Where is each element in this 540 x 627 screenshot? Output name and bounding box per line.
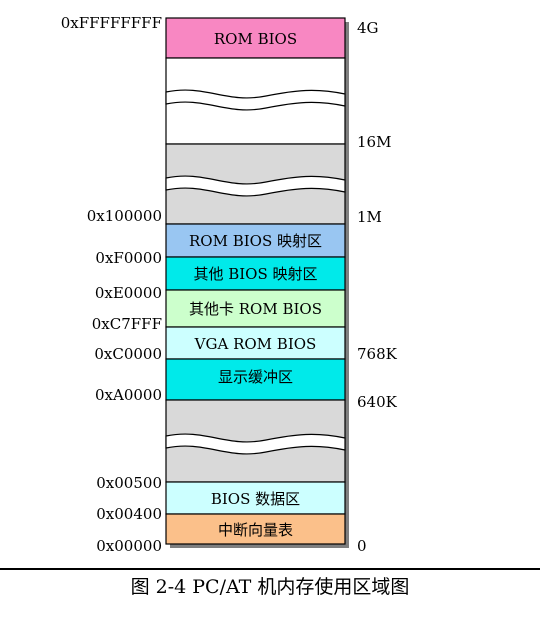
address-label-c7fff: 0xC7FFF (91, 315, 162, 333)
segment-label-interrupt-vector-table: 中断向量表 (218, 521, 293, 539)
address-label-a0000: 0xA0000 (94, 386, 162, 404)
segment-display-buffer (165, 358, 346, 401)
segment-label-vga-rom: VGA ROM BIOS (194, 335, 317, 353)
size-label-768k: 768K (357, 345, 397, 363)
size-label-4g: 4G (357, 19, 379, 37)
address-label-e0000: 0xE0000 (94, 284, 162, 302)
segment-label-display-buffer: 显示缓冲区 (218, 368, 293, 386)
break-mark-lower (165, 433, 346, 455)
address-label-00000: 0x00000 (96, 537, 162, 555)
segment-other-bios-map (165, 256, 346, 291)
size-label-1m: 1M (357, 208, 382, 226)
break-mark-middle (165, 175, 346, 197)
segment-label-bios-data: BIOS 数据区 (211, 490, 300, 508)
address-label-f0000: 0xF0000 (95, 249, 162, 267)
segment-label-other-card-rom: 其他卡 ROM BIOS (189, 300, 322, 318)
break-mark-upper (165, 89, 346, 111)
caption-divider (0, 568, 540, 570)
segment-interrupt-vector-table (165, 513, 346, 545)
figure-caption: 图 2-4 PC/AT 机内存使用区域图 (130, 576, 410, 598)
size-label-16m: 16M (357, 133, 392, 151)
address-label-top: 0xFFFFFFFF (60, 14, 162, 32)
segment-label-other-bios-map: 其他 BIOS 映射区 (193, 265, 317, 283)
address-label-100000: 0x100000 (86, 207, 162, 225)
segment-label-rom-bios-map: ROM BIOS 映射区 (189, 232, 322, 250)
address-label-c0000: 0xC0000 (94, 345, 162, 363)
size-label-0: 0 (357, 537, 367, 555)
address-label-00400: 0x00400 (96, 505, 162, 523)
memory-map: ROM BIOS ROM BIOS 映射区 其他 BIOS 映射区 其他卡 RO… (165, 17, 349, 548)
segment-rom-bios (165, 17, 346, 59)
segment-bios-data (165, 481, 346, 515)
size-label-640k: 640K (357, 393, 397, 411)
address-label-00500: 0x00500 (96, 474, 162, 492)
segment-label-rom-bios: ROM BIOS (214, 30, 297, 48)
